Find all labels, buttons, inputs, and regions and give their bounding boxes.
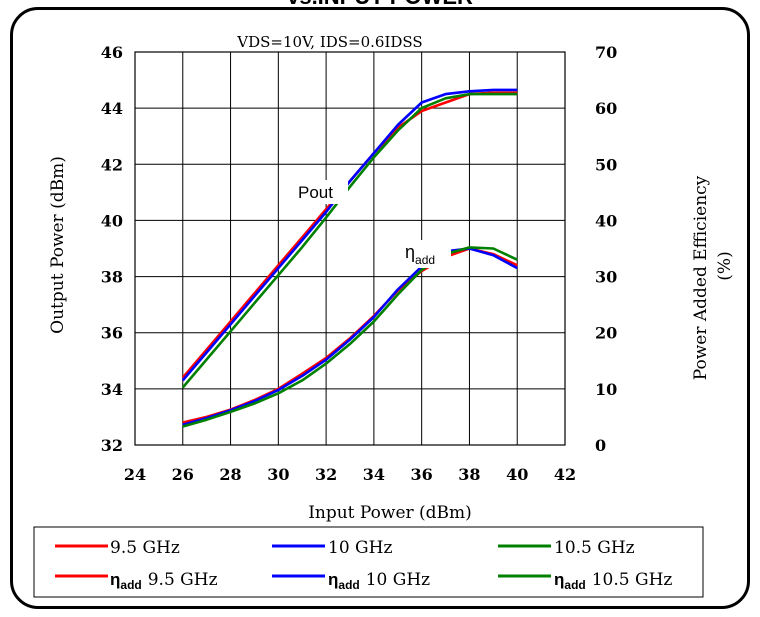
y-left-tick-label: 36 bbox=[101, 324, 123, 343]
y-left-tick-label: 34 bbox=[101, 380, 123, 399]
y-left-tick-label: 42 bbox=[101, 155, 123, 174]
annotation-pout-bg bbox=[296, 180, 348, 204]
chart-title: vs.INPUT POWER bbox=[0, 0, 760, 8]
y-right-tick-label: 60 bbox=[595, 99, 617, 118]
tick-labels: 24 26 28 30 32 34 36 38 40 42 32 34 36 38 40 42 44 46 0 10 2… bbox=[101, 43, 618, 484]
y-axis-right-label-line1: Power Added Efficiency bbox=[691, 175, 711, 380]
legend-label-10-5: 10.5 GHz bbox=[554, 538, 635, 558]
x-tick-label: 32 bbox=[315, 465, 337, 484]
x-axis-label: Input Power (dBm) bbox=[308, 503, 472, 523]
y-right-tick-label: 40 bbox=[595, 211, 617, 230]
legend-label-eta-10: ηadd 10 GHz bbox=[328, 570, 430, 592]
series-line-10-5-ghz bbox=[181, 92, 518, 389]
legend-box bbox=[33, 526, 704, 598]
x-tick-label: 24 bbox=[124, 465, 146, 484]
legend-label-eta-9-5: ηadd 9.5 GHz bbox=[110, 570, 218, 592]
x-tick-label: 38 bbox=[458, 465, 480, 484]
plot-border bbox=[134, 51, 566, 446]
y-right-tick-label: 30 bbox=[595, 268, 617, 287]
series-line-9-5-ghz bbox=[181, 91, 518, 379]
y-left-tick-label: 46 bbox=[101, 43, 123, 62]
series-line--add-10-5-ghz bbox=[182, 246, 518, 428]
gridlines bbox=[134, 51, 566, 446]
x-tick-label: 34 bbox=[363, 465, 385, 484]
series-lines bbox=[181, 88, 518, 428]
chart-frame bbox=[10, 7, 750, 609]
y-right-tick-label: 70 bbox=[595, 43, 617, 62]
y-left-tick-label: 38 bbox=[101, 268, 123, 287]
x-tick-label: 26 bbox=[172, 465, 194, 484]
legend-label-eta-10-5: ηadd 10.5 GHz bbox=[554, 570, 672, 592]
series-line-10-ghz bbox=[181, 88, 518, 382]
legend-label-9-5: 9.5 GHz bbox=[110, 538, 180, 558]
y-right-tick-label: 10 bbox=[595, 380, 617, 399]
annotation-eta: ηadd bbox=[405, 242, 435, 267]
y-axis-left-label: Output Power (dBm) bbox=[48, 156, 68, 334]
y-right-tick-label: 20 bbox=[595, 324, 617, 343]
y-right-tick-label: 0 bbox=[595, 436, 606, 455]
y-right-tick-label: 50 bbox=[595, 155, 617, 174]
condition-label: VDS=10V, IDS=0.6IDSS bbox=[236, 33, 422, 51]
y-left-tick-label: 32 bbox=[101, 436, 123, 455]
legend-label-10: 10 GHz bbox=[328, 538, 392, 558]
y-axis-right-label-line2: (%) bbox=[715, 251, 735, 280]
annotation-eta-bg bbox=[403, 240, 451, 268]
annotation-pout: Pout bbox=[298, 183, 333, 202]
x-tick-label: 36 bbox=[411, 465, 433, 484]
annotation-eta-sub: add bbox=[415, 253, 435, 267]
y-left-tick-label: 44 bbox=[101, 99, 123, 118]
x-tick-label: 30 bbox=[267, 465, 289, 484]
y-left-tick-label: 40 bbox=[101, 211, 123, 230]
x-tick-label: 40 bbox=[506, 465, 528, 484]
x-tick-label: 42 bbox=[554, 465, 576, 484]
series-line--add-9-5-ghz bbox=[182, 247, 518, 424]
x-tick-label: 28 bbox=[219, 465, 241, 484]
annotation-eta-symbol: η bbox=[405, 242, 415, 262]
